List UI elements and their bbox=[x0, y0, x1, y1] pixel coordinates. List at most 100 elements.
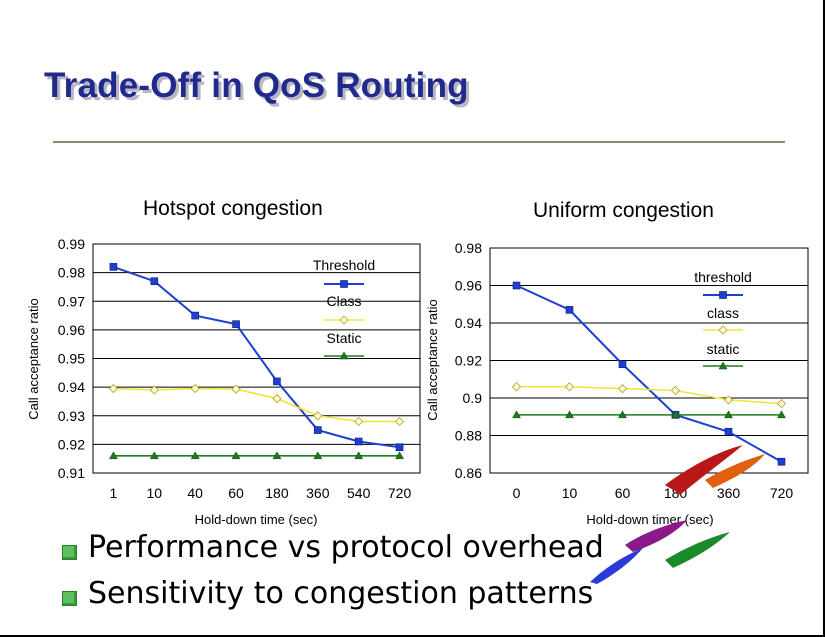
x-tick-label: 720 bbox=[770, 485, 794, 501]
x-tick-label: 360 bbox=[306, 485, 330, 501]
x-tick-label: 60 bbox=[228, 485, 244, 501]
data-point-class bbox=[272, 394, 282, 404]
y-axis-label: Call acceptance ratio bbox=[26, 298, 41, 419]
y-tick-label: 0.93 bbox=[58, 408, 85, 424]
plot-area bbox=[92, 243, 421, 474]
data-point-static bbox=[565, 410, 574, 419]
data-point-static bbox=[354, 451, 364, 460]
legend-marker bbox=[340, 280, 348, 288]
data-point-class bbox=[511, 382, 522, 392]
legend-label: Class bbox=[326, 293, 361, 309]
bullet-square-icon bbox=[62, 591, 77, 606]
y-tick-label: 0.92 bbox=[58, 436, 85, 452]
legend-marker bbox=[339, 315, 349, 325]
y-tick-label: 0.97 bbox=[58, 293, 85, 309]
x-tick-label: 1 bbox=[110, 485, 118, 501]
data-point-threshold bbox=[512, 281, 521, 290]
y-tick-label: 0.95 bbox=[58, 351, 85, 367]
series-line-class bbox=[516, 385, 782, 405]
y-tick-label: 0.9 bbox=[463, 390, 483, 406]
legend-label: static bbox=[707, 341, 740, 357]
data-point-static bbox=[313, 451, 323, 460]
data-point-static bbox=[395, 451, 404, 460]
y-tick-label: 0.91 bbox=[58, 465, 85, 481]
series-line-threshold bbox=[113, 265, 400, 449]
data-point-static bbox=[724, 410, 733, 419]
data-point-threshold bbox=[191, 311, 199, 320]
data-point-static bbox=[671, 410, 680, 419]
data-point-threshold bbox=[314, 426, 322, 434]
x-tick-label: 10 bbox=[147, 485, 163, 501]
data-point-threshold bbox=[150, 277, 159, 286]
data-point-threshold bbox=[618, 360, 627, 369]
legend-label: class bbox=[707, 305, 739, 321]
y-tick-label: 0.92 bbox=[455, 353, 482, 369]
legend-marker bbox=[718, 361, 728, 370]
legend-label: Threshold bbox=[313, 257, 375, 273]
data-point-threshold bbox=[273, 377, 281, 386]
data-point-threshold bbox=[395, 443, 404, 452]
y-axis-label: Call acceptance ratio bbox=[425, 299, 440, 420]
data-point-threshold bbox=[109, 263, 118, 271]
data-point-threshold bbox=[565, 306, 574, 314]
x-tick-label: 40 bbox=[187, 485, 203, 501]
y-tick-label: 0.96 bbox=[455, 278, 482, 294]
legend-marker bbox=[339, 351, 349, 360]
data-point-threshold bbox=[354, 437, 363, 446]
y-tick-label: 0.88 bbox=[455, 428, 482, 444]
data-point-class bbox=[354, 416, 364, 427]
data-point-class bbox=[617, 384, 628, 394]
y-tick-label: 0.96 bbox=[58, 322, 85, 338]
legend-label: threshold bbox=[694, 269, 752, 285]
title-divider bbox=[53, 141, 785, 143]
data-point-static bbox=[512, 410, 521, 419]
data-point-static bbox=[777, 410, 786, 419]
data-point-class bbox=[776, 399, 787, 409]
data-point-threshold bbox=[777, 457, 786, 466]
data-point-class bbox=[108, 383, 119, 394]
data-point-class bbox=[231, 384, 241, 394]
x-tick-label: 0 bbox=[513, 485, 521, 501]
data-point-static bbox=[231, 451, 241, 460]
bullet-square-icon bbox=[62, 545, 77, 560]
bullet-text: Performance vs protocol overhead bbox=[88, 530, 604, 565]
x-tick-label: 60 bbox=[615, 485, 631, 501]
plot-area bbox=[489, 247, 809, 474]
y-tick-label: 0.94 bbox=[58, 379, 85, 395]
x-axis-label: Hold-down time (sec) bbox=[195, 512, 318, 527]
x-tick-label: 540 bbox=[347, 485, 371, 501]
data-point-threshold bbox=[724, 427, 733, 436]
data-point-static bbox=[272, 451, 282, 460]
x-tick-label: 180 bbox=[265, 485, 289, 501]
data-point-static bbox=[109, 451, 118, 460]
data-point-class bbox=[149, 385, 159, 395]
series-line-class bbox=[113, 387, 400, 423]
data-point-class bbox=[670, 385, 681, 396]
data-point-class bbox=[564, 382, 575, 392]
legend-marker bbox=[718, 325, 728, 335]
y-tick-label: 0.98 bbox=[58, 265, 85, 281]
data-point-class bbox=[723, 395, 734, 405]
data-point-static bbox=[149, 451, 159, 460]
slide-title: Trade-Off in QoS Routing bbox=[44, 66, 469, 105]
data-point-static bbox=[190, 451, 200, 460]
bullet-text: Sensitivity to congestion patterns bbox=[88, 576, 594, 611]
data-point-class bbox=[190, 383, 200, 394]
legend-label: Static bbox=[326, 330, 361, 346]
y-tick-label: 0.98 bbox=[455, 240, 482, 256]
data-point-static bbox=[618, 410, 627, 419]
chart-title-hotspot: Hotspot congestion bbox=[143, 197, 323, 220]
data-point-class bbox=[394, 416, 405, 427]
x-tick-label: 720 bbox=[388, 485, 412, 501]
y-tick-label: 0.99 bbox=[58, 236, 85, 252]
legend-marker bbox=[719, 291, 727, 299]
y-tick-label: 0.86 bbox=[455, 465, 482, 481]
data-point-class bbox=[313, 411, 323, 421]
x-tick-label: 10 bbox=[562, 485, 578, 501]
chart-title-uniform: Uniform congestion bbox=[533, 199, 714, 222]
y-tick-label: 0.94 bbox=[455, 315, 482, 331]
data-point-threshold bbox=[232, 320, 240, 328]
logo-ribbons-image bbox=[590, 445, 765, 584]
